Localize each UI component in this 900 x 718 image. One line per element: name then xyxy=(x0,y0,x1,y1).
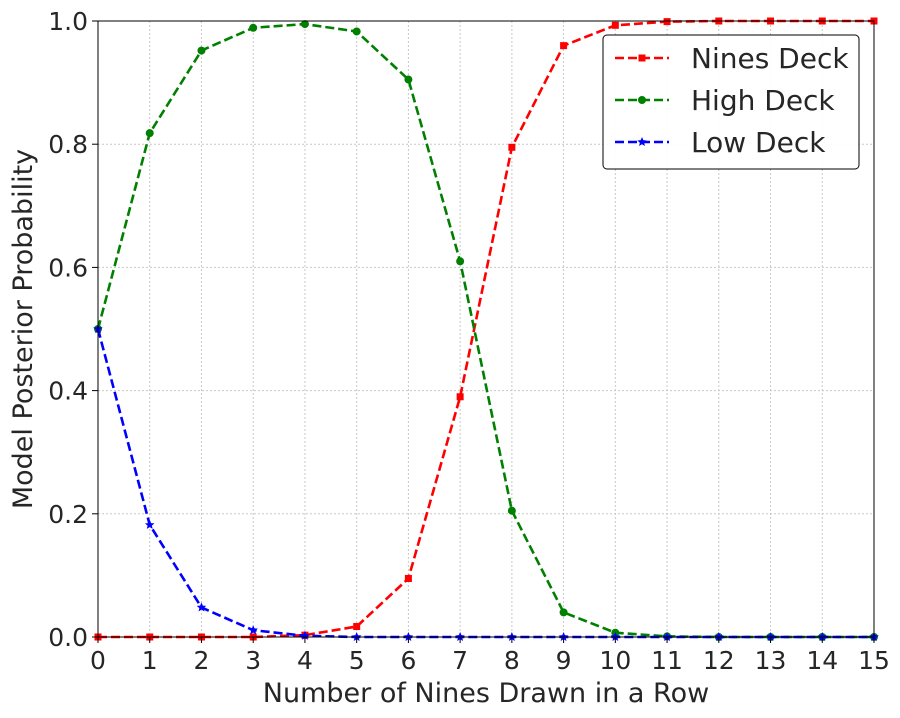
x-tick-label: 7 xyxy=(452,646,468,675)
legend-label: High Deck xyxy=(691,84,835,117)
x-tick-label: 14 xyxy=(806,646,838,675)
legend-label: Low Deck xyxy=(691,126,826,159)
legend-marker xyxy=(638,96,646,104)
data-point xyxy=(560,42,568,50)
legend: Nines Deck High Deck Low Deck xyxy=(602,34,860,170)
y-axis-label: Model Posterior Probability xyxy=(8,149,39,509)
x-tick-label: 11 xyxy=(651,646,683,675)
data-point xyxy=(197,46,206,55)
data-point xyxy=(353,623,361,631)
x-tick-label: 2 xyxy=(194,646,210,675)
x-tick-label: 0 xyxy=(90,646,106,675)
data-point xyxy=(404,574,412,582)
ticks: 0 1 2 3 4 5 6 7 8 9 10 11 12 13 14 150.00.20.40.60.81.0 xyxy=(48,7,890,675)
data-point xyxy=(404,75,413,84)
y-tick-label: 0.6 xyxy=(48,253,88,282)
data-point xyxy=(456,393,464,401)
data-point xyxy=(507,506,516,515)
data-point xyxy=(300,630,310,640)
y-tick-label: 0.4 xyxy=(48,377,88,406)
data-point xyxy=(456,257,465,266)
x-tick-label: 1 xyxy=(142,646,158,675)
plot-frame xyxy=(97,20,875,638)
legend-label: Nines Deck xyxy=(691,42,849,75)
x-tick-label: 4 xyxy=(297,646,313,675)
x-tick-label: 9 xyxy=(556,646,572,675)
data-point xyxy=(144,519,155,529)
legend-entry: Low Deck xyxy=(615,126,826,159)
data-point xyxy=(196,602,207,612)
x-tick-label: 13 xyxy=(755,646,787,675)
x-tick-label: 10 xyxy=(599,646,631,675)
x-tick-label: 15 xyxy=(858,646,890,675)
x-tick-label: 6 xyxy=(400,646,416,675)
data-point xyxy=(611,21,619,29)
data-point xyxy=(559,608,568,617)
data-point xyxy=(352,27,361,36)
legend-entry: High Deck xyxy=(615,84,835,117)
legend-marker xyxy=(638,54,646,62)
y-tick-label: 1.0 xyxy=(48,7,88,36)
data-point xyxy=(249,23,258,32)
data-point xyxy=(300,20,309,29)
legend-entry: Nines Deck xyxy=(615,42,849,75)
y-tick-label: 0.2 xyxy=(48,500,88,529)
x-tick-label: 8 xyxy=(504,646,520,675)
data-point xyxy=(508,143,516,151)
data-point xyxy=(145,129,154,138)
legend-box xyxy=(602,34,860,170)
x-axis-label: Number of Nines Drawn in a Row xyxy=(263,678,709,709)
x-tick-label: 12 xyxy=(703,646,735,675)
x-tick-label: 3 xyxy=(245,646,261,675)
y-tick-label: 0.8 xyxy=(48,130,88,159)
data-point xyxy=(248,625,258,635)
data-point xyxy=(663,18,671,26)
x-tick-label: 5 xyxy=(349,646,365,675)
legend-marker xyxy=(637,137,647,147)
y-tick-label: 0.0 xyxy=(48,623,88,652)
